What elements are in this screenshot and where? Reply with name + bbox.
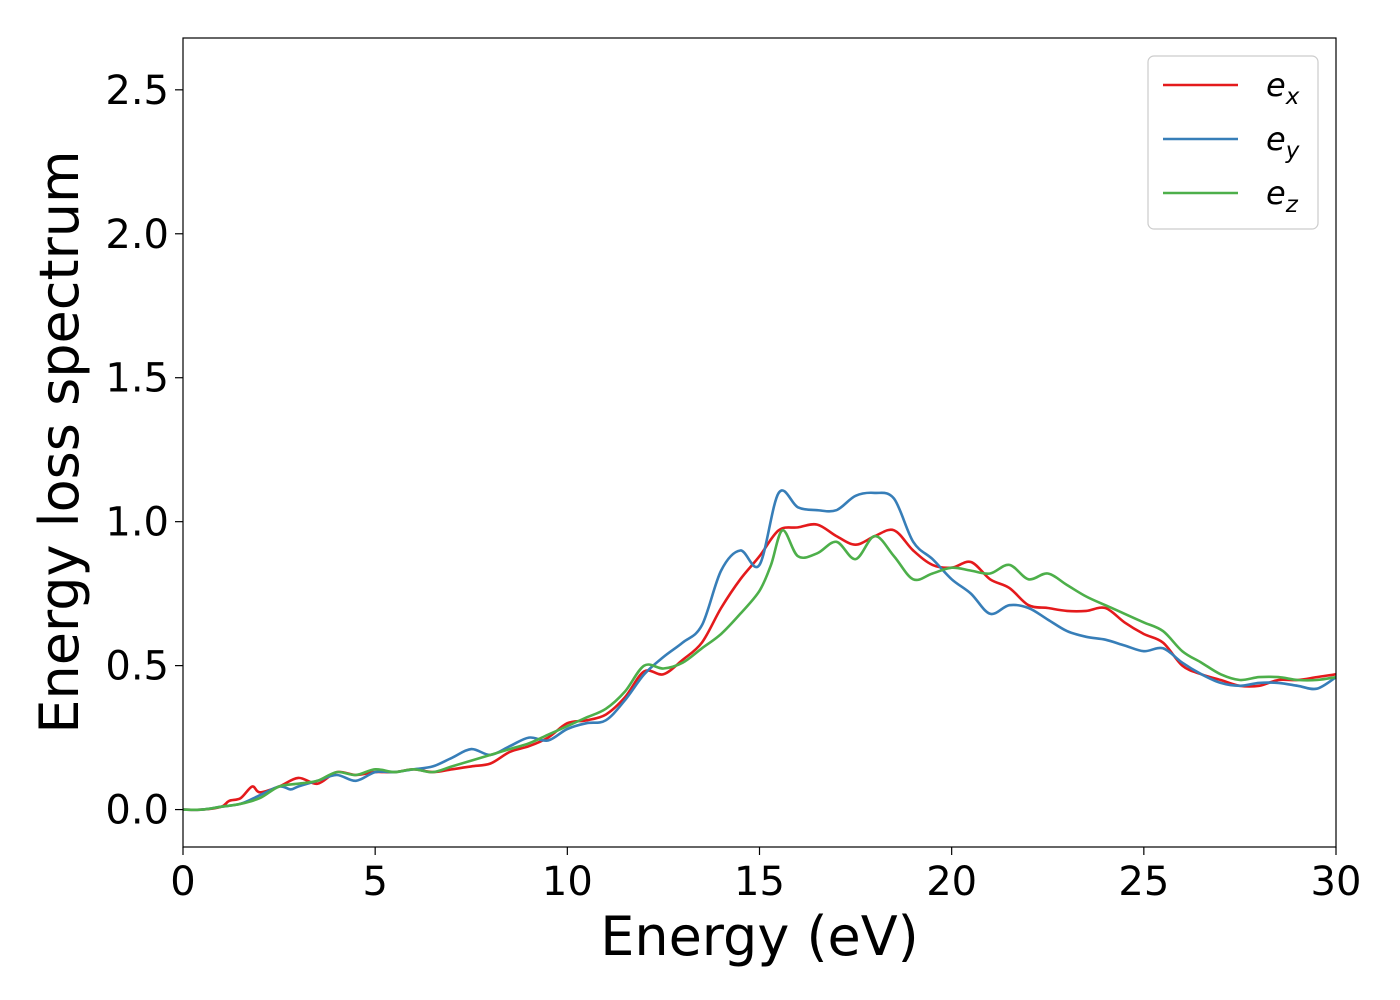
x-tick-label: 0 <box>170 859 195 905</box>
y-tick-label: 2.0 <box>105 212 169 258</box>
legend-label-y: ey <box>1266 120 1300 164</box>
x-tick-label: 10 <box>542 859 593 905</box>
x-tick-label: 20 <box>926 859 977 905</box>
y-tick-label: 2.5 <box>105 68 169 114</box>
legend-label-base: e <box>1266 174 1286 212</box>
legend-box <box>1147 55 1319 230</box>
y-axis-label: Energy loss spectrum <box>28 150 91 733</box>
legend-label-subscript: y <box>1285 138 1300 164</box>
y-tick-label: 1.0 <box>105 500 169 546</box>
series-line-z <box>182 529 1337 812</box>
y-tick-label: 1.5 <box>105 356 169 402</box>
legend-label-base: e <box>1266 66 1286 104</box>
x-tick-label: 15 <box>734 859 785 905</box>
legend-label-z: ez <box>1266 174 1299 218</box>
legend-label-x: ex <box>1266 66 1300 110</box>
series-layer <box>182 489 1337 812</box>
x-tick-label: 25 <box>1118 859 1169 905</box>
x-tick-label: 30 <box>1311 859 1362 905</box>
legend-label-subscript: x <box>1285 84 1300 110</box>
y-axis: 0.0 0.5 1.0 1.5 2.0 2.5 <box>105 68 183 834</box>
legend-label-subscript: z <box>1285 192 1299 218</box>
y-tick-label: 0.5 <box>105 644 169 690</box>
x-axis-label: Energy (eV) <box>600 905 919 968</box>
x-axis: 0 5 10 15 20 25 30 <box>170 847 1361 905</box>
series-line-y <box>182 489 1337 812</box>
x-tick-label: 5 <box>362 859 387 905</box>
legend-label-base: e <box>1266 120 1286 158</box>
y-tick-label: 0.0 <box>105 788 169 834</box>
